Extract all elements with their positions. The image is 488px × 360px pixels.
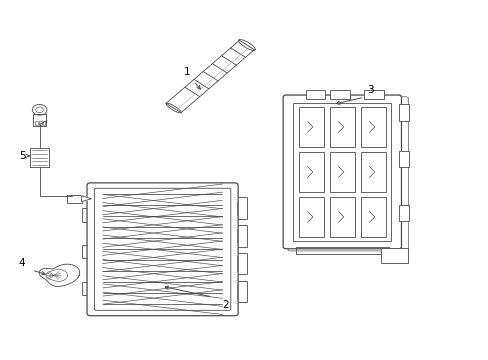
Bar <box>232 225 246 247</box>
Bar <box>329 197 354 237</box>
Bar <box>329 107 354 147</box>
Bar <box>298 197 323 237</box>
Bar <box>381 248 407 263</box>
Bar <box>360 197 385 237</box>
Bar <box>35 121 38 125</box>
Bar <box>81 282 90 295</box>
Text: 4: 4 <box>19 258 25 268</box>
Bar <box>39 121 41 125</box>
Text: 5: 5 <box>19 151 25 161</box>
FancyBboxPatch shape <box>87 183 238 316</box>
Bar <box>360 152 385 192</box>
Bar <box>33 114 46 126</box>
Bar <box>30 148 49 167</box>
Bar <box>67 195 81 203</box>
Bar <box>232 197 246 219</box>
Polygon shape <box>81 196 91 202</box>
Bar <box>398 205 408 221</box>
Bar <box>398 104 408 121</box>
Bar <box>298 107 323 147</box>
Ellipse shape <box>238 40 255 50</box>
Bar <box>364 90 383 99</box>
Text: 3: 3 <box>366 85 373 95</box>
Ellipse shape <box>165 103 181 113</box>
Bar <box>298 152 323 192</box>
Text: 2: 2 <box>222 300 229 310</box>
Bar <box>329 90 349 99</box>
Bar <box>232 281 246 302</box>
FancyBboxPatch shape <box>94 188 230 310</box>
FancyBboxPatch shape <box>283 95 401 249</box>
Bar <box>42 121 45 125</box>
Bar <box>293 103 390 241</box>
Bar <box>360 107 385 147</box>
Text: 1: 1 <box>183 67 190 77</box>
Bar <box>305 90 325 99</box>
Bar <box>398 151 408 167</box>
Bar <box>81 245 90 258</box>
Bar <box>232 253 246 274</box>
Bar <box>329 152 354 192</box>
Bar <box>81 208 90 222</box>
